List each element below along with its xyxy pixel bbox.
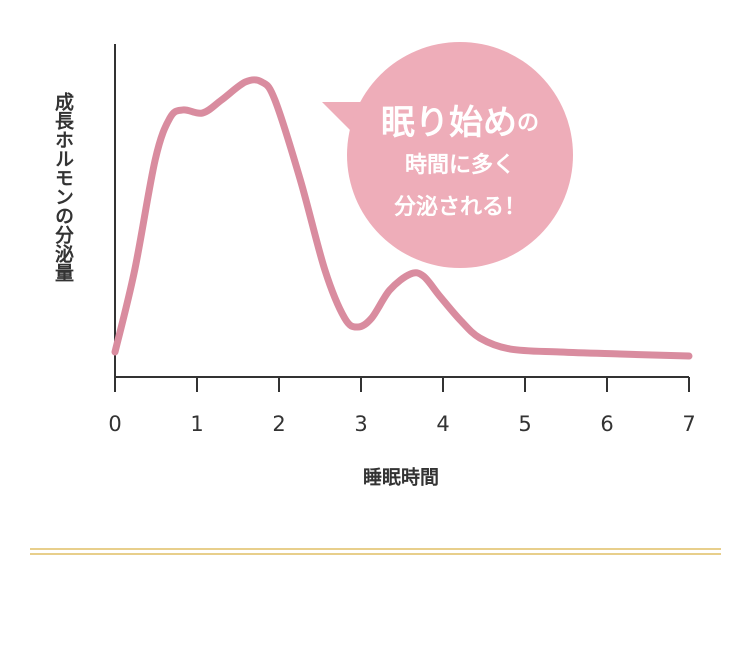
bubble [347, 42, 573, 268]
y-axis-label: 成長ホルモンの分泌量 [52, 91, 74, 282]
annotation-line: の [517, 111, 539, 136]
x-tick-label: 2 [272, 412, 285, 436]
annotation-line: 眠り始め [381, 103, 517, 143]
annotation-line: 時間に多く [405, 152, 515, 178]
x-tick-label: 0 [108, 412, 121, 436]
annotation-text: 眠り始めの [381, 103, 539, 143]
x-tick-label: 3 [354, 412, 367, 436]
x-axis-label: 睡眠時間 [363, 467, 439, 489]
x-tick-label: 5 [518, 412, 531, 436]
x-tick-label: 6 [600, 412, 613, 436]
x-tick-label: 7 [682, 412, 695, 436]
line-series [111, 76, 693, 360]
x-tick-label: 1 [190, 412, 203, 436]
x-tick-label: 4 [436, 412, 449, 436]
annotation-line: 分泌される！ [394, 194, 526, 220]
